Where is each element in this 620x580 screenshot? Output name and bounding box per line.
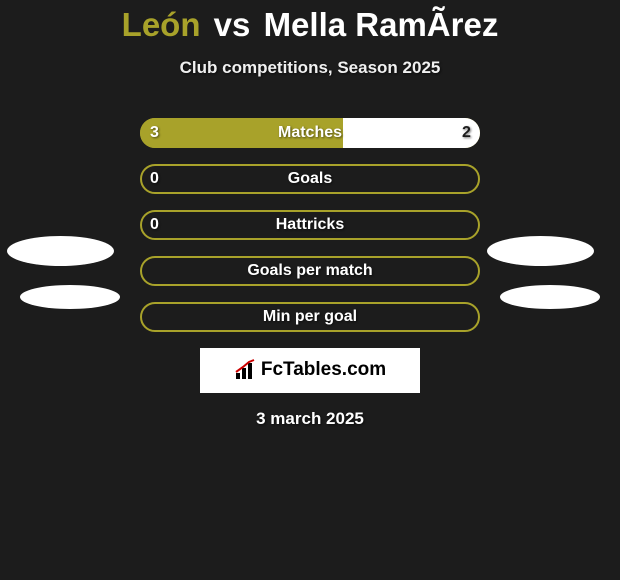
stat-label: Matches [140,118,480,148]
subtitle: Club competitions, Season 2025 [0,58,620,78]
source-logo: FcTables.com [200,348,420,393]
stat-value-p1: 3 [150,118,159,148]
avatar-p1 [20,285,120,309]
stat-label: Min per goal [140,302,480,332]
avatar-p2 [500,285,600,309]
stat-row: Goals0 [0,164,620,194]
player2-name: Mella RamÃ­rez [264,6,499,43]
avatar-p1 [7,236,114,266]
logo-inner: FcTables.com [234,359,386,381]
date-label: 3 march 2025 [0,409,620,429]
page-title: León vs Mella RamÃ­rez [0,0,620,44]
avatar-p2 [487,236,594,266]
stat-label: Hattricks [140,210,480,240]
player1-name: León [122,6,201,43]
stat-value-p1: 0 [150,164,159,194]
vs-label: vs [214,6,251,43]
infographic-root: León vs Mella RamÃ­rez Club competitions… [0,0,620,580]
stat-label: Goals [140,164,480,194]
stat-row: Matches3 2 [0,118,620,148]
bars-icon [234,359,258,381]
logo-text: FcTables.com [261,359,386,381]
stat-value-p1: 0 [150,210,159,240]
stat-value-p2: 2 [462,118,471,148]
stat-label: Goals per match [140,256,480,286]
